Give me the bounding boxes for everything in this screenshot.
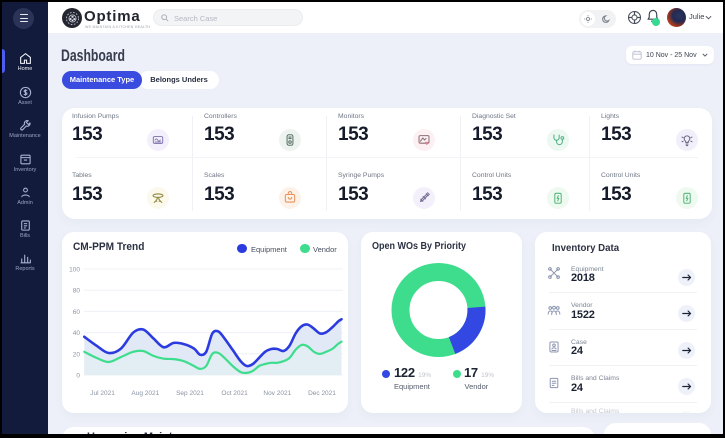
svg-text:Oct 2021: Oct 2021 — [221, 390, 248, 397]
svg-text:Nov 2021: Nov 2021 — [263, 390, 291, 397]
svg-text:40: 40 — [73, 330, 81, 337]
svg-text:Sep 2021: Sep 2021 — [176, 390, 204, 397]
svg-text:80: 80 — [73, 288, 81, 295]
svg-text:Jul 2021: Jul 2021 — [90, 390, 115, 397]
svg-text:Aug 2021: Aug 2021 — [131, 390, 159, 397]
svg-text:60: 60 — [73, 309, 81, 316]
svg-text:0: 0 — [76, 373, 80, 380]
svg-text:100: 100 — [69, 267, 80, 274]
svg-text:Dec 2021: Dec 2021 — [308, 390, 336, 397]
svg-text:20: 20 — [73, 351, 81, 358]
